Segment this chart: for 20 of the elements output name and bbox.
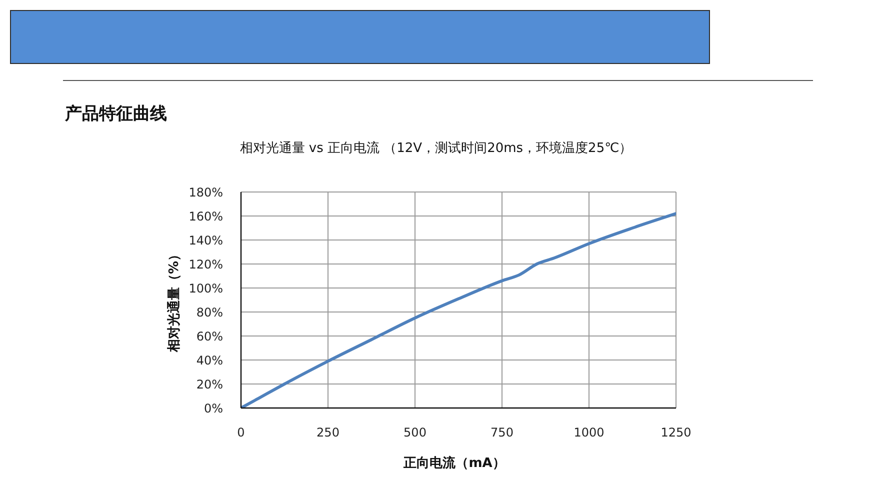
x-tick-label: 500 [404,426,426,440]
chart-subtitle: 相对光通量 vs 正向电流 （12V，测试时间20ms，环境温度25℃） [238,140,634,157]
y-tick-label: 0% [204,401,223,416]
x-tick-label: 1250 [660,426,692,440]
chart-title: 产品特征曲线 [65,103,167,125]
x-tick-label: 0 [237,426,245,440]
x-tick-label: 1000 [574,426,604,440]
y-tick-label: 100% [188,281,223,296]
y-tick-label: 40% [196,353,223,368]
x-tick-label: 250 [316,426,340,440]
y-tick-label: 60% [196,329,223,344]
y-tick-label: 80% [196,305,223,320]
y-axis-title: 相对光通量（%） [166,248,183,352]
x-tick-label: 750 [490,426,514,440]
y-tick-label: 140% [188,233,223,248]
y-tick-label: 20% [196,377,223,392]
y-tick-label: 120% [188,257,223,272]
y-tick-label: 180% [188,185,223,200]
y-tick-label: 160% [188,209,223,224]
x-axis-title: 正向电流（mA） [402,454,506,472]
